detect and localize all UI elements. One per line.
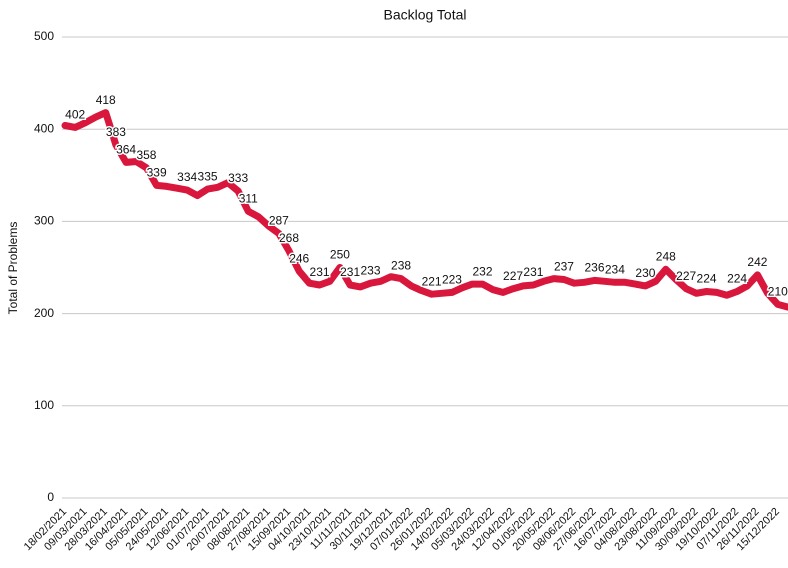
data-label: 237 xyxy=(554,260,574,274)
data-label: 287 xyxy=(269,214,289,228)
data-label: 334 xyxy=(177,170,197,184)
data-label: 250 xyxy=(330,248,350,262)
data-label: 383 xyxy=(106,125,126,139)
data-label: 234 xyxy=(605,262,625,276)
data-label: 364 xyxy=(116,143,136,157)
data-label: 238 xyxy=(391,259,411,273)
data-label: 224 xyxy=(727,272,747,286)
data-label: 231 xyxy=(340,265,360,279)
y-tick-label: 0 xyxy=(47,490,54,504)
y-tick-label: 500 xyxy=(34,29,54,43)
data-label: 223 xyxy=(442,273,462,287)
data-label: 248 xyxy=(656,250,676,264)
y-axis-label: Total of Problems xyxy=(6,222,20,315)
y-tick-label: 300 xyxy=(34,214,54,228)
data-label: 268 xyxy=(279,231,299,245)
data-label: 311 xyxy=(239,191,258,205)
data-label: 242 xyxy=(747,255,767,269)
data-label: 246 xyxy=(289,251,309,265)
y-tick-label: 200 xyxy=(34,306,54,320)
data-label: 210 xyxy=(768,285,788,299)
y-tick-label: 100 xyxy=(34,398,54,412)
data-label: 339 xyxy=(147,166,167,180)
data-label: 221 xyxy=(422,274,442,288)
data-label: 358 xyxy=(136,148,156,162)
y-tick-label: 400 xyxy=(34,121,54,135)
data-label: 402 xyxy=(65,108,85,122)
data-label: 230 xyxy=(635,266,655,280)
data-label: 232 xyxy=(472,264,492,278)
data-label: 335 xyxy=(198,169,218,183)
data-label: 418 xyxy=(96,93,116,107)
data-label: 224 xyxy=(697,272,717,286)
line xyxy=(61,109,788,311)
data-label: 333 xyxy=(228,171,248,185)
chart-title: Backlog Total xyxy=(383,7,466,23)
data-label: 227 xyxy=(676,269,696,283)
data-label: 231 xyxy=(523,265,543,279)
data-label: 236 xyxy=(585,261,605,275)
data-label: 233 xyxy=(360,263,380,277)
data-label: 227 xyxy=(503,269,523,283)
data-label: 231 xyxy=(310,265,330,279)
